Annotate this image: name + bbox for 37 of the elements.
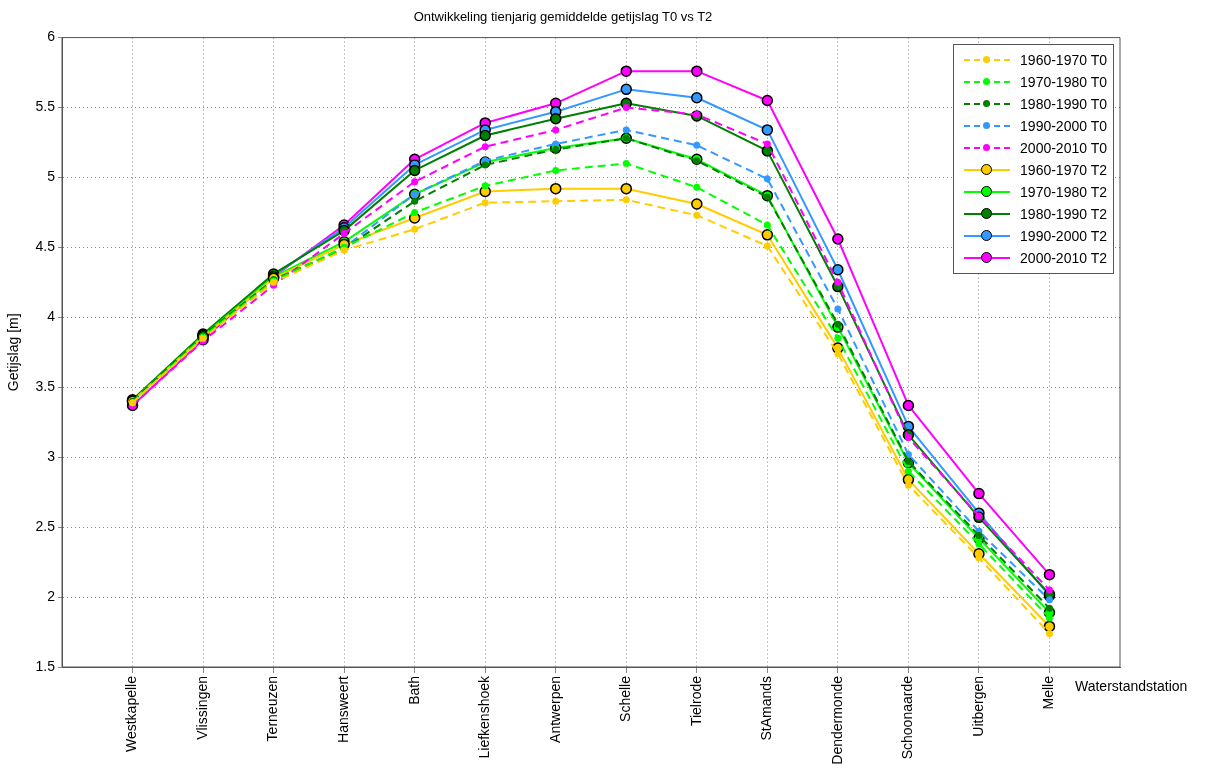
x-axis-title: Waterstandstation [1075, 677, 1188, 694]
legend-label: 1970-1980 T2 [1020, 184, 1107, 200]
legend-label: 2000-2010 T0 [1020, 140, 1107, 156]
x-tick-label: Liefkenshoek [476, 675, 493, 759]
y-tick-label: 3.5 [35, 378, 56, 395]
x-tick-label: Vlissingen [193, 676, 210, 740]
x-tick-label: Schelle [617, 675, 634, 722]
x-tick-label: Bath [405, 676, 422, 705]
x-tick-label: Hansweert [334, 675, 351, 743]
y-tick-label: 5 [47, 168, 56, 185]
y-tick-label: 2 [47, 587, 56, 604]
x-tick-label: Dendermonde [828, 675, 845, 765]
legend-label: 1990-2000 T0 [1020, 118, 1107, 134]
x-tick-label: StAmands [758, 676, 775, 741]
legend-label: 1960-1970 T2 [1020, 162, 1107, 178]
legend-label: 1960-1970 T0 [1020, 52, 1107, 68]
y-tick-label: 2.5 [35, 517, 56, 534]
x-tick-label: Antwerpen [546, 676, 563, 743]
legend-label: 1980-1990 T0 [1020, 96, 1107, 112]
y-tick-label: 3 [47, 448, 56, 465]
x-tick-label: Uitbergen [969, 676, 986, 737]
legend-label: 2000-2010 T2 [1020, 250, 1107, 266]
x-tick-label: Tielrode [687, 675, 704, 727]
x-tick-label: Schoonaarde [899, 675, 916, 760]
x-tick-label: Westkapelle [123, 675, 140, 753]
x-tick-label: Terneuzen [264, 676, 281, 742]
legend-label: 1980-1990 T2 [1020, 206, 1107, 222]
legend-label: 1970-1980 T0 [1020, 74, 1107, 90]
chart-title: Ontwikkeling tienjarig gemiddelde getijslag T0 vs T2 [413, 9, 713, 25]
y-axis-title: Getijslag [m] [5, 313, 22, 392]
y-tick-label: 5.5 [35, 98, 56, 115]
legend-label: 1990-2000 T2 [1020, 228, 1107, 244]
y-tick-label: 4.5 [35, 238, 56, 255]
y-tick-label: 1.5 [35, 657, 56, 674]
y-tick-label: 6 [47, 28, 56, 45]
x-tick-label: Melle [1040, 675, 1057, 710]
y-tick-label: 4 [47, 308, 56, 325]
